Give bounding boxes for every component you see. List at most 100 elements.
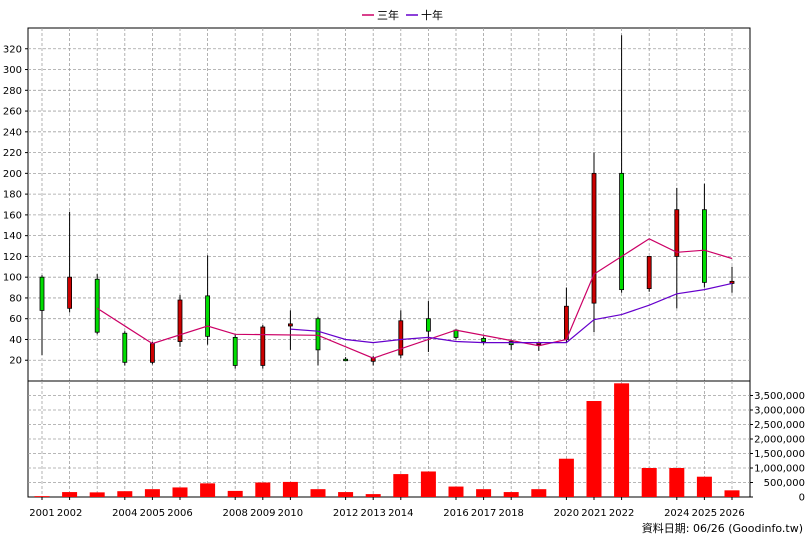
volume-tick-label: 3,500,000 — [754, 391, 805, 402]
candle — [646, 256, 652, 292]
candle-body — [564, 305, 569, 340]
candle-body — [177, 299, 183, 342]
candle-body — [67, 276, 72, 309]
volume-tick-label: 0 — [799, 493, 805, 504]
candle-body — [39, 276, 45, 311]
volume-bar — [696, 476, 712, 497]
candle-body — [425, 318, 431, 332]
volume-bar — [586, 401, 602, 497]
x-tick-label: 2018 — [498, 508, 523, 519]
price-tick-label: 260 — [3, 107, 22, 118]
candle-body — [260, 326, 266, 366]
x-tick-label: 2025 — [692, 508, 717, 519]
legend-label-ten-year: 十年 — [421, 8, 443, 22]
candle-body — [591, 172, 597, 304]
price-tick-label: 220 — [3, 148, 22, 159]
volume-bar — [89, 492, 105, 497]
x-tick-label: 2017 — [471, 508, 496, 519]
candle — [591, 152, 597, 333]
candle-body — [205, 295, 211, 337]
volume-panel: 0 500,000 1,000,000 1,500,000 2,000,000 2,500… — [27, 380, 805, 504]
volume-bar — [724, 490, 740, 497]
candle-body — [343, 358, 349, 362]
x-tick-label: 2022 — [609, 508, 634, 519]
x-tick-label: 2001 — [29, 508, 54, 519]
candle — [232, 334, 238, 369]
candle — [39, 275, 45, 356]
price-panel: 20 40 60 80 100 120 140 160 180 200 220 240 260 280 30… — [3, 27, 751, 382]
price-tick-label: 20 — [9, 356, 22, 367]
candle — [425, 301, 431, 352]
legend: 三年 十年 — [362, 8, 443, 22]
x-tick-label: 2002 — [57, 508, 82, 519]
volume-bar — [338, 492, 354, 497]
candle — [343, 357, 349, 362]
volume-tick-label: 2,000,000 — [754, 435, 805, 446]
candle — [702, 183, 707, 288]
price-tick-label: 180 — [3, 190, 22, 201]
candle-body — [619, 172, 624, 291]
moving-average-lines — [96, 238, 733, 359]
volume-bar — [227, 490, 243, 497]
x-tick-label: 2008 — [222, 508, 247, 519]
candle-body — [674, 209, 680, 257]
series-line — [96, 238, 733, 359]
volume-bar — [614, 383, 630, 497]
price-tick-label: 60 — [9, 314, 22, 325]
x-tick-label: 2010 — [278, 508, 303, 519]
price-tick-label: 40 — [9, 335, 22, 346]
candle — [122, 331, 128, 366]
legend-label-three-year: 三年 — [377, 8, 399, 22]
volume-bar — [144, 489, 160, 497]
x-tick-label: 2013 — [360, 508, 385, 519]
candle-body — [646, 256, 652, 289]
price-tick-label: 80 — [9, 293, 22, 304]
volume-bar — [62, 492, 78, 497]
candle — [619, 35, 624, 293]
volume-bar — [172, 487, 188, 497]
candle-body — [287, 323, 293, 327]
volume-bar — [503, 492, 519, 497]
series-line — [290, 282, 733, 344]
volume-bar — [393, 474, 409, 497]
price-tick-label: 320 — [3, 44, 22, 55]
volume-bar — [669, 468, 685, 497]
volume-bar — [282, 481, 298, 497]
candle — [315, 316, 321, 366]
x-tick-label: 2021 — [581, 508, 606, 519]
price-tick-label: 280 — [3, 86, 22, 97]
candle-body — [94, 278, 100, 333]
candle-body — [315, 318, 321, 351]
volume-bar — [310, 489, 326, 497]
candle — [94, 274, 100, 335]
price-tick-label: 100 — [3, 273, 22, 284]
candle — [481, 336, 487, 345]
volume-tick-label: 3,000,000 — [754, 406, 805, 417]
x-tick-label: 2020 — [554, 508, 579, 519]
candle — [260, 324, 266, 369]
candle — [149, 341, 155, 365]
volume-bar — [558, 458, 574, 497]
candle-body — [481, 338, 487, 342]
volume-tick-label: 1,500,000 — [754, 449, 805, 460]
volume-bars — [34, 383, 740, 497]
price-tick-label: 300 — [3, 65, 22, 76]
x-tick-label: 2004 — [112, 508, 137, 519]
volume-bar — [641, 468, 657, 497]
candle-body — [702, 209, 707, 283]
volume-tick-label: 500,000 — [764, 478, 805, 489]
data-date-credit: 資料日期: 06/26 (Goodinfo.tw) — [642, 521, 803, 535]
volume-bar — [34, 496, 50, 497]
price-tick-label: 160 — [3, 210, 22, 221]
candle-body — [149, 343, 155, 363]
candle-body — [729, 280, 735, 284]
x-tick-label: 2024 — [664, 508, 689, 519]
x-tick-label: 2012 — [333, 508, 358, 519]
candle-body — [232, 336, 238, 366]
volume-bar — [448, 486, 464, 497]
volume-bar — [476, 489, 492, 497]
x-tick-label: 2009 — [250, 508, 275, 519]
x-tick-label: 2006 — [167, 508, 192, 519]
x-tick-label: 2005 — [140, 508, 165, 519]
